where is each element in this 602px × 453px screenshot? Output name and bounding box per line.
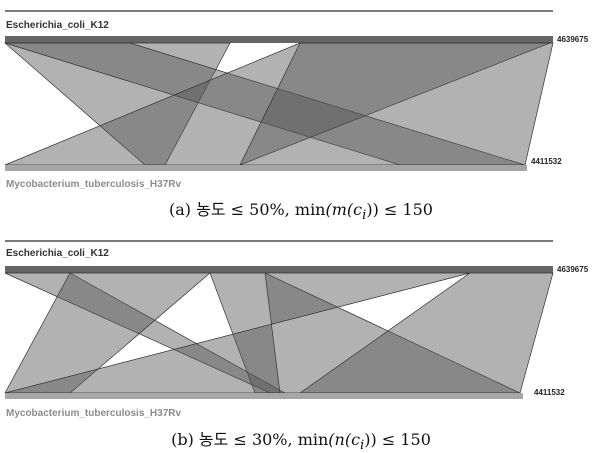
caption-sub: i	[362, 208, 367, 224]
caption-expr: (m(c	[325, 200, 363, 219]
caption-label: (b)	[171, 430, 194, 449]
caption-label: (a)	[169, 200, 192, 219]
caption-tail: )) ≤ 150	[366, 200, 433, 219]
caption-text: 농도 ≤ 50%,	[196, 200, 290, 219]
caption-text: 농도 ≤ 30%,	[198, 430, 293, 449]
synteny-map-b	[4, 266, 554, 399]
comparison-panel-b: Escherichia_coli_K12 4639675 4411532 Myc…	[0, 226, 602, 453]
bottom-genome-label: Mycobacterium_tuberculosis_H37Rv	[6, 179, 182, 190]
top-rule	[5, 240, 553, 242]
bottom-genome-length: 4411532	[531, 157, 562, 166]
caption-func: min	[294, 200, 326, 219]
bottom-genome-bar	[5, 165, 527, 171]
top-genome-length: 4639675	[557, 35, 589, 44]
top-genome-label: Escherichia_coli_K12	[6, 20, 109, 31]
top-genome-bar	[5, 266, 553, 273]
top-genome-length: 4639675	[557, 265, 589, 274]
comparison-panel-a: Escherichia_coli_K12 4639675 4411532 Myc…	[0, 0, 602, 226]
caption-expr: (n(c	[328, 430, 361, 449]
caption-func: min	[297, 430, 329, 449]
top-genome-bar	[5, 36, 553, 43]
figure-caption-a: (a) 농도 ≤ 50%, min(m(ci)) ≤ 150	[0, 196, 602, 223]
top-genome-label: Escherichia_coli_K12	[6, 248, 109, 259]
figure-caption-b: (b) 농도 ≤ 30%, min(n(ci)) ≤ 150	[0, 426, 602, 453]
bottom-genome-bar	[5, 393, 523, 399]
bottom-genome-length: 4411532	[534, 388, 565, 397]
caption-sub: i	[360, 438, 365, 453]
bottom-genome-label: Mycobacterium_tuberculosis_H37Rv	[6, 408, 182, 419]
synteny-map-a	[4, 36, 554, 171]
caption-tail: )) ≤ 150	[364, 430, 431, 449]
top-rule	[5, 10, 553, 12]
